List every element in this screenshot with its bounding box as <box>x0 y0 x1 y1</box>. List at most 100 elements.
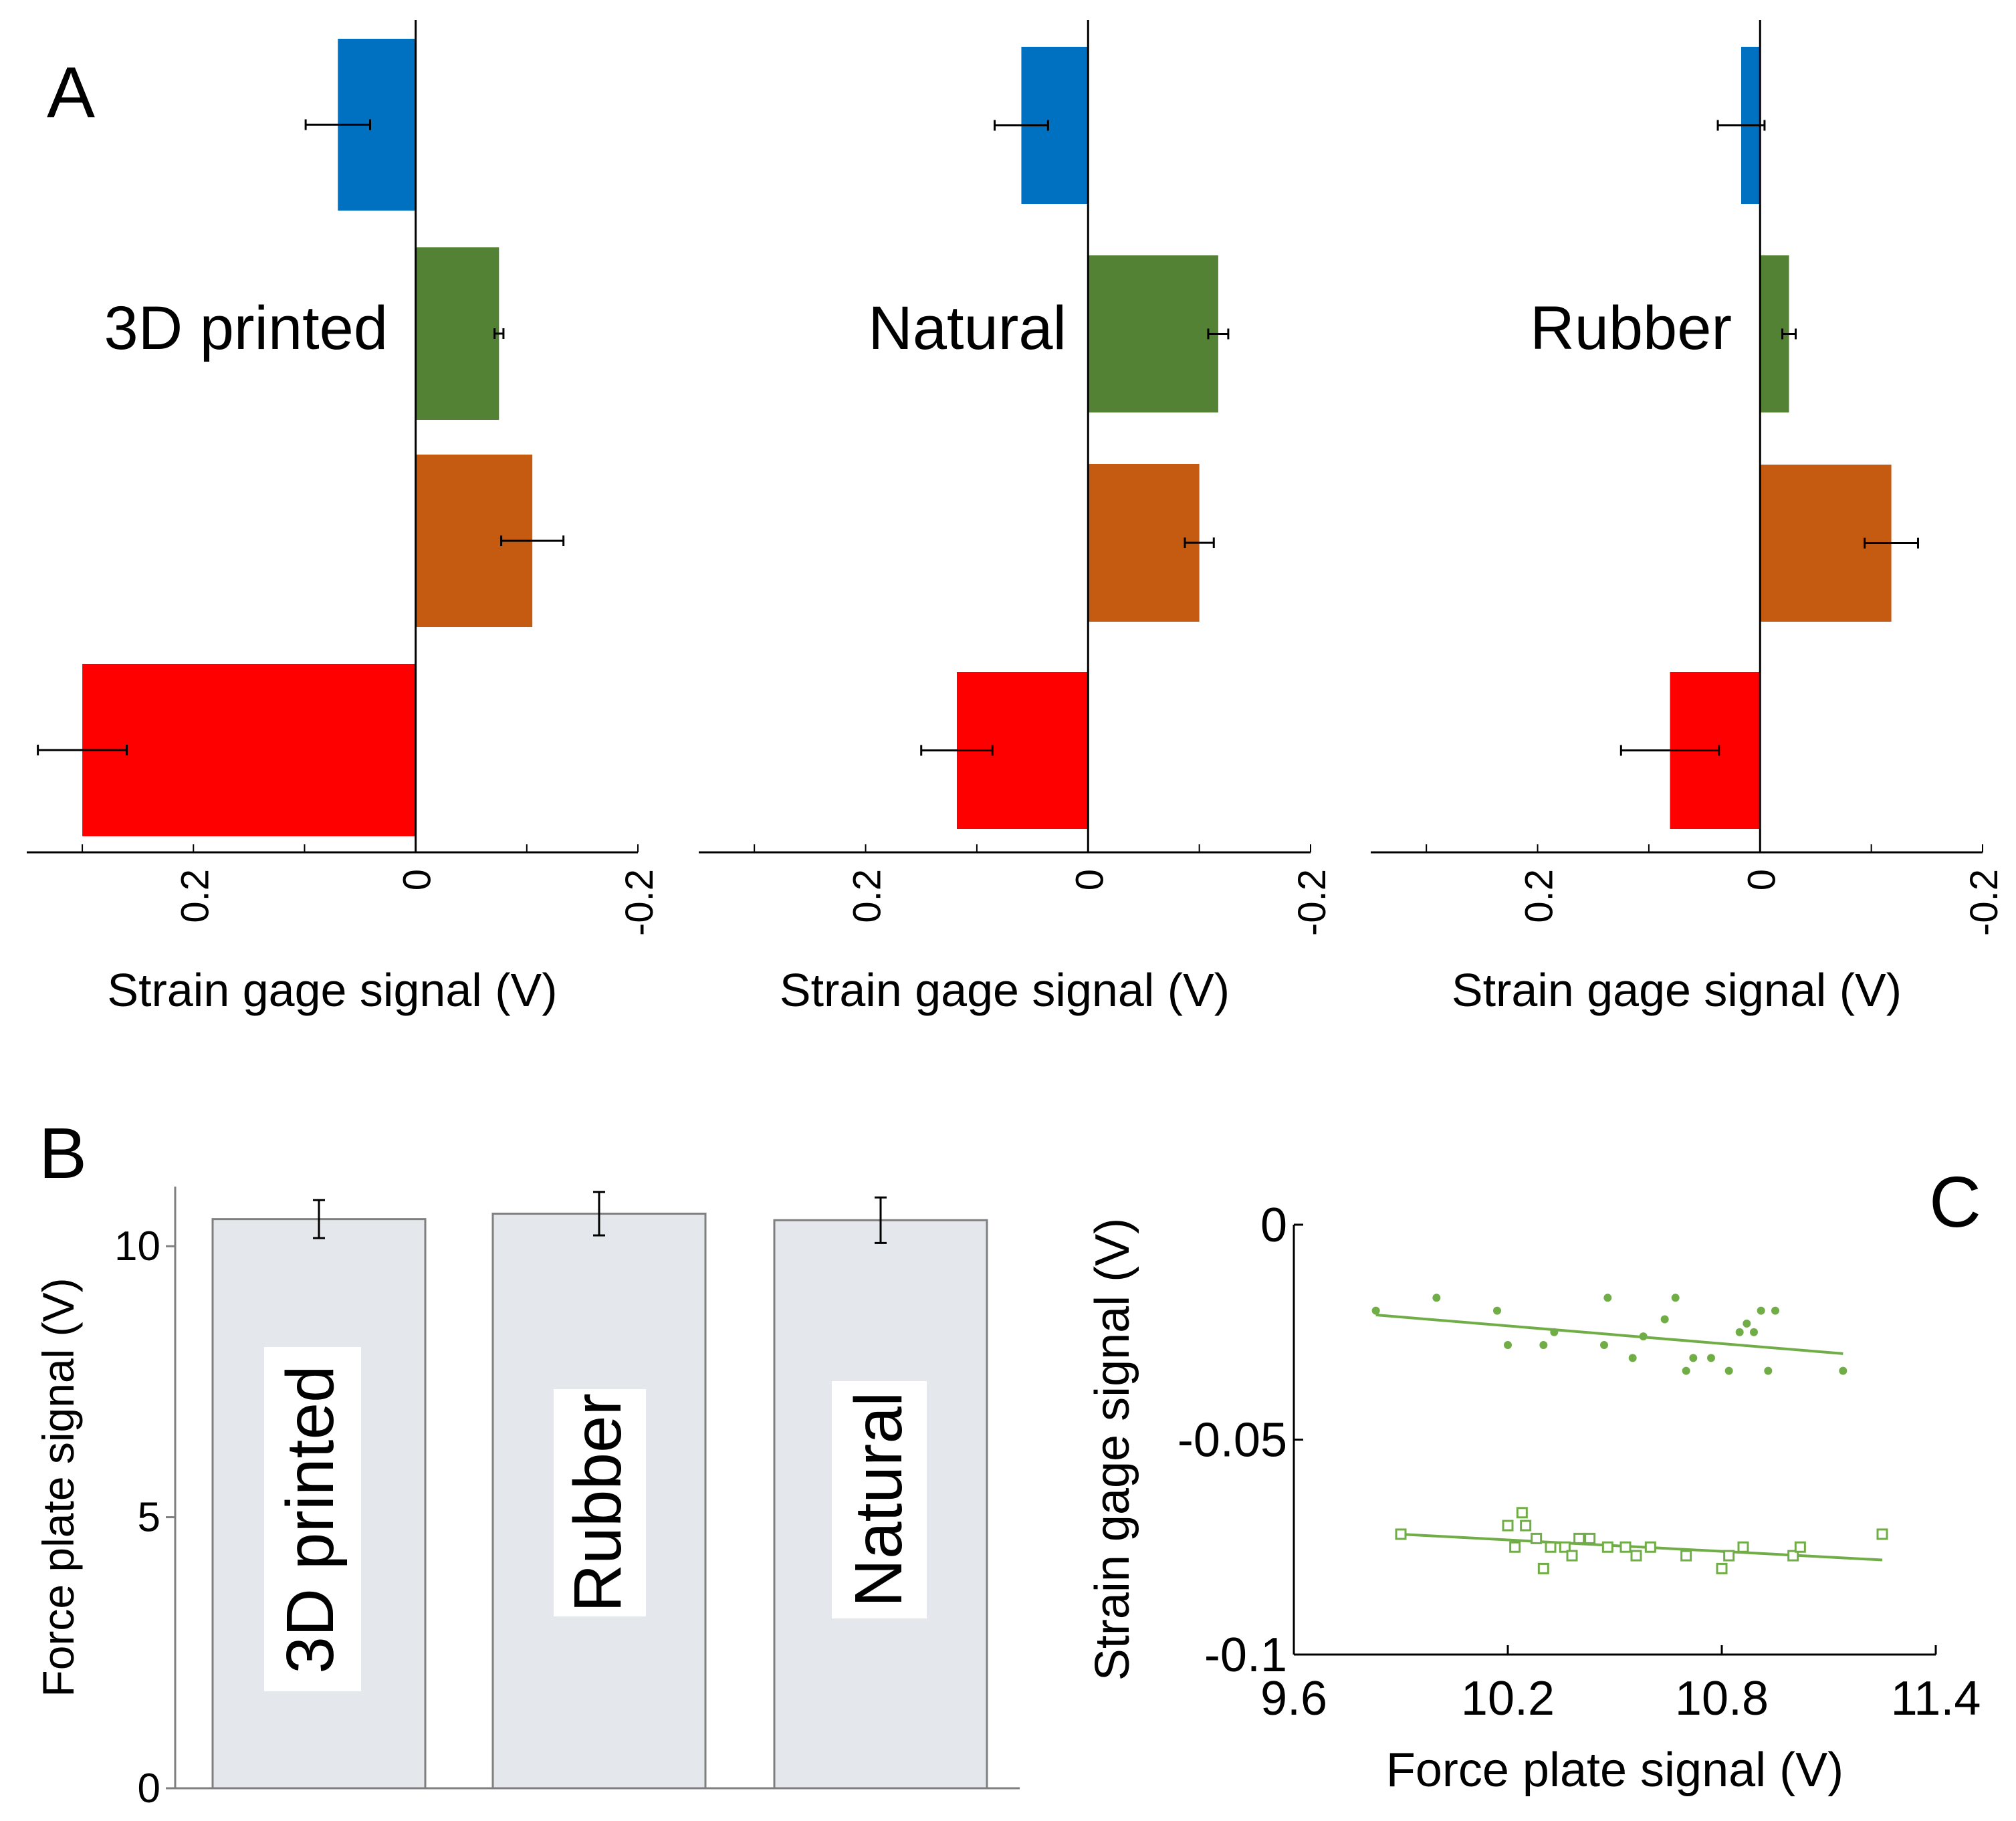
error-bar-1 <box>313 1199 325 1239</box>
y-axis-label: Force plate signal (V) <box>33 1278 83 1697</box>
category-label-box <box>264 1347 361 1691</box>
data-point <box>1724 1366 1733 1375</box>
data-point <box>1628 1354 1637 1362</box>
data-point <box>1537 1562 1549 1574</box>
data-point <box>1432 1294 1441 1302</box>
data-point <box>1502 1520 1514 1532</box>
data-point <box>1839 1366 1847 1375</box>
data-point <box>1876 1528 1888 1540</box>
error-bar-3 <box>500 535 565 546</box>
error-bar-1 <box>1716 120 1766 131</box>
data-point <box>1395 1528 1407 1540</box>
data-point <box>1716 1562 1728 1574</box>
data-point <box>1660 1315 1669 1324</box>
chart-b-force-plate: 3D printed Rubber Natural 0 5 10 Force plate s… <box>33 1187 1020 1812</box>
data-point <box>1504 1341 1512 1350</box>
data-point <box>1600 1341 1608 1350</box>
data-point <box>1644 1541 1656 1553</box>
error-bar-4 <box>1619 745 1720 756</box>
data-point <box>1603 1294 1612 1302</box>
error-bar-2 <box>493 328 505 339</box>
y-tick-label: 0 <box>138 1766 160 1812</box>
data-point <box>1682 1366 1690 1375</box>
error-bar-3 <box>1184 537 1215 548</box>
chart-c-scatter: 0 -0.05 -0.19.6 10.2 10.8 11.4 Force plate sig… <box>1086 1199 1981 1797</box>
trend-line-filled <box>1375 1314 1843 1355</box>
y-tick-label: -0.1 <box>1204 1628 1287 1682</box>
x-tick-label: -0.2 <box>618 869 661 936</box>
error-bar-3 <box>1864 537 1920 549</box>
data-point <box>1680 1550 1692 1562</box>
error-bar-4 <box>37 745 128 755</box>
bar-4 <box>82 664 416 836</box>
error-bar-3 <box>875 1196 887 1244</box>
x-tick-label: -0.2 <box>1963 869 2006 936</box>
bar-3 <box>1088 464 1200 622</box>
panel-label-a: A <box>47 51 95 132</box>
chart-title: 3D printed <box>104 294 388 362</box>
x-tick-label: 0.2 <box>1518 869 1561 923</box>
data-point <box>1671 1294 1680 1302</box>
data-point <box>1559 1541 1571 1553</box>
data-point <box>1566 1550 1578 1562</box>
category-label: Rubber <box>560 1393 635 1612</box>
data-point <box>1757 1306 1765 1315</box>
y-tick-label: 5 <box>138 1495 160 1541</box>
y-tick-label: 10 <box>114 1223 160 1269</box>
category-label: 3D printed <box>273 1365 348 1673</box>
panel-label-b: B <box>39 1112 87 1193</box>
x-tick-label: 0 <box>1068 869 1111 890</box>
category-label: Natural <box>841 1392 916 1607</box>
error-bar-4 <box>920 745 994 756</box>
data-point <box>1493 1306 1501 1315</box>
data-point <box>1723 1550 1735 1562</box>
chart-a-rubber: 0.2 0 -0.2 Rubber Strain gage signal (V) <box>1371 20 2006 1016</box>
category-label-box <box>832 1381 927 1618</box>
panel-label-c: C <box>1929 1161 1981 1242</box>
data-point <box>1707 1354 1715 1362</box>
x-tick-label: 0 <box>1740 869 1783 890</box>
x-tick-label: 11.4 <box>1891 1672 1981 1725</box>
data-point <box>1743 1319 1751 1328</box>
chart-title: Natural <box>868 294 1067 362</box>
x-axis-label: Strain gage signal (V) <box>780 964 1230 1016</box>
y-axis-label: Strain gage signal (V) <box>1086 1218 1139 1681</box>
data-point <box>1550 1328 1559 1336</box>
y-tick-label: -0.05 <box>1178 1414 1287 1467</box>
data-point <box>1573 1532 1585 1544</box>
data-point <box>1509 1541 1521 1553</box>
x-tick-label: 10.2 <box>1461 1672 1555 1725</box>
bar-2 <box>415 247 499 420</box>
data-point <box>1735 1328 1744 1336</box>
chart-a-3d-printed: 0.2 0 -0.2 3D printed Strain gage signal (V) <box>27 20 661 1016</box>
x-axis-label: Strain gage signal (V) <box>1452 964 1902 1016</box>
error-bar-1 <box>304 119 372 130</box>
x-tick-label: 0.2 <box>846 869 889 923</box>
data-point <box>1539 1341 1548 1350</box>
data-point <box>1794 1541 1806 1553</box>
data-point <box>1764 1366 1773 1375</box>
x-tick-label: 10.8 <box>1675 1672 1769 1725</box>
x-tick-label: 0.2 <box>173 869 217 923</box>
bar-2 <box>1088 255 1218 412</box>
data-point <box>1737 1541 1749 1553</box>
data-point <box>1516 1507 1528 1519</box>
data-point <box>1520 1520 1532 1532</box>
error-bar-1 <box>994 120 1049 131</box>
data-point <box>1689 1354 1698 1362</box>
error-bar-2 <box>1781 328 1797 340</box>
data-point <box>1771 1306 1779 1315</box>
category-label-box <box>554 1389 646 1616</box>
data-point <box>1531 1532 1543 1544</box>
x-tick-label: 0 <box>396 869 439 890</box>
error-bar-2 <box>593 1191 605 1237</box>
data-point <box>1545 1541 1557 1553</box>
chart-title: Rubber <box>1530 294 1732 362</box>
data-point <box>1601 1541 1613 1553</box>
data-point <box>1584 1532 1596 1544</box>
data-point <box>1630 1550 1642 1562</box>
data-point <box>1371 1306 1380 1315</box>
y-tick-label: 0 <box>1260 1199 1287 1252</box>
x-axis-label: Strain gage signal (V) <box>107 964 557 1016</box>
